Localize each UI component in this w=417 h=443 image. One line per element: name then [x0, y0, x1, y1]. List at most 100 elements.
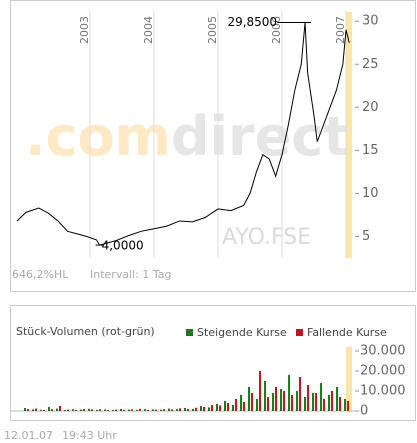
volume-bar: [128, 409, 131, 411]
volume-bar: [259, 371, 262, 411]
price-line: [16, 22, 350, 246]
legend-label: Fallende Kurse: [307, 326, 387, 339]
volume-bar: [315, 393, 318, 411]
volume-bar: [232, 405, 235, 411]
volume-bar: [256, 399, 259, 411]
x-tick-label: 2003: [78, 16, 91, 44]
volume-bar: [323, 399, 326, 411]
volume-bar: [347, 401, 350, 411]
volume-bar: [136, 409, 139, 411]
volume-bar: [131, 409, 134, 411]
legend-swatch: [186, 329, 193, 336]
volume-bar: [32, 409, 35, 411]
volume-bar: [147, 409, 150, 411]
current-band: [346, 347, 352, 412]
volume-bar: [163, 409, 166, 411]
y-tick-label: 20.000: [360, 364, 406, 379]
volume-bar: [24, 408, 27, 411]
volume-bar: [123, 409, 126, 411]
volume-bar: [312, 393, 315, 411]
volume-bar: [219, 405, 222, 411]
y-tick-label: 0: [360, 404, 368, 419]
y-tick-label: 10: [362, 186, 379, 201]
volume-bar: [291, 395, 294, 411]
volume-bar: [144, 409, 147, 411]
volume-bar: [88, 408, 91, 411]
volume-bar: [227, 403, 230, 411]
volume-bar: [235, 399, 238, 411]
volume-bar: [336, 387, 339, 411]
legend-label: Steigende Kurse: [197, 326, 287, 339]
volume-bar: [240, 395, 243, 411]
min-annotation: 4,0000: [102, 239, 144, 253]
volume-bar: [275, 387, 278, 411]
y-tick-label: 20: [362, 100, 379, 115]
volume-bar: [176, 409, 179, 411]
volume-bar: [171, 409, 174, 411]
volume-bar: [104, 409, 107, 411]
volume-bar: [35, 408, 38, 411]
volume-bar: [195, 407, 198, 411]
volume-bar: [203, 407, 206, 411]
footer-time: 19:43 Uhr: [62, 429, 117, 442]
volume-bar: [48, 407, 51, 411]
price-panel: [10, 0, 416, 292]
volume-bar: [288, 375, 291, 411]
volume-bar: [56, 408, 59, 411]
info: Intervall: 1 Tag: [90, 268, 172, 281]
volume-bar: [224, 401, 227, 411]
volume-bar: [112, 410, 115, 411]
volume-panel: [10, 305, 416, 421]
volume-bar: [184, 408, 187, 411]
volume-bar: [155, 409, 158, 411]
volume-bar: [64, 410, 67, 411]
volume-bar: [27, 409, 30, 411]
volume-bar: [283, 391, 286, 411]
volume-title: Stück-Volumen (rot-grün): [16, 325, 155, 338]
symbol-watermark: AYO.FSE: [222, 225, 311, 250]
x-tick-label: 2006: [270, 16, 283, 44]
volume-bar: [99, 409, 102, 411]
y-tick-label: 30: [362, 14, 379, 29]
volume-bar: [152, 409, 155, 411]
x-tick-label: 2005: [206, 16, 219, 44]
volume-bar: [251, 393, 254, 411]
volume-bar: [179, 408, 182, 411]
volume-bar: [296, 391, 299, 411]
volume-bar: [139, 408, 142, 411]
y-tick-label: 30.000: [360, 344, 406, 359]
volume-bar: [280, 389, 283, 411]
volume-bar: [80, 409, 83, 411]
watermark: .comdirect: [25, 105, 349, 168]
volume-bar: [267, 397, 270, 411]
volume-bar: [248, 387, 251, 411]
x-tick-label: 2007: [334, 16, 347, 44]
volume-bar: [328, 395, 331, 411]
volume-bar: [304, 397, 307, 411]
volume-bar: [320, 383, 323, 411]
volume-bar: [72, 409, 75, 411]
max-annotation: 29,8500: [227, 15, 277, 29]
watermark-part: .com: [25, 105, 171, 168]
volume-bar: [339, 397, 342, 411]
volume-bar: [307, 385, 310, 411]
x-tick-label: 2004: [142, 16, 155, 44]
footer-date: 12.01.07: [4, 429, 53, 442]
current-band: [346, 12, 352, 258]
y-tick-label: 5: [362, 229, 370, 244]
legend-swatch: [296, 329, 303, 336]
volume-bar: [216, 404, 219, 411]
volume-bar: [59, 406, 62, 411]
volume-bar: [299, 377, 302, 411]
info: 646,2%HL: [12, 268, 69, 281]
volume-bar: [107, 410, 110, 411]
volume-bar: [120, 409, 123, 411]
volume-bar: [96, 409, 99, 411]
volume-bar: [344, 399, 347, 411]
volume-bar: [51, 409, 54, 411]
volume-bar: [91, 409, 94, 411]
volume-bar: [168, 408, 171, 411]
volume-bar: [331, 391, 334, 411]
